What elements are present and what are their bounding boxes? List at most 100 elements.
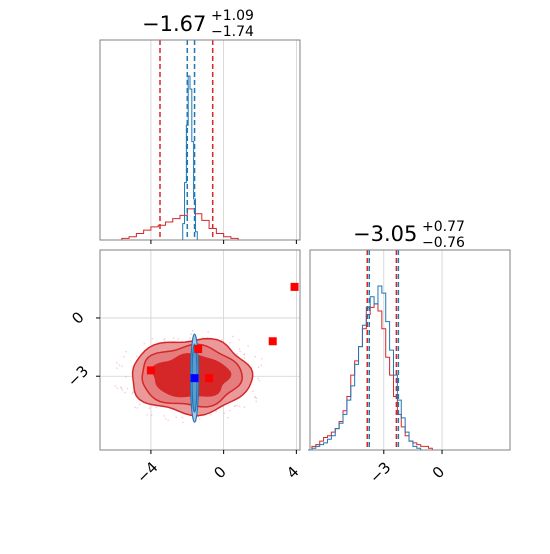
sample-point <box>223 412 226 415</box>
sample-point <box>163 415 165 417</box>
x-tick-label-param1: −4 <box>133 458 161 486</box>
title-param2: −3.05 <box>353 222 417 246</box>
x-tick-label-param1: 4 <box>283 463 302 482</box>
sample-point <box>136 407 139 409</box>
sample-point <box>199 418 201 420</box>
sample-point <box>121 365 123 368</box>
sample-point <box>247 345 249 347</box>
panel-frame <box>99 249 301 451</box>
sample-point <box>207 331 209 333</box>
sample-point <box>236 353 238 355</box>
panel-frame <box>309 249 511 451</box>
title-param1-median: −1.67 <box>142 12 206 36</box>
sample-point <box>257 366 260 369</box>
title-param1-minus: −1.74 <box>211 24 254 40</box>
sample-point <box>215 410 218 413</box>
sample-point <box>254 396 257 398</box>
hist-param1-series-0 <box>114 208 246 241</box>
panel-frame <box>99 39 301 241</box>
joint-2d-panel <box>96 249 301 454</box>
sample-point <box>243 357 246 360</box>
x-tick-labels-param1: −4 0 4 <box>133 458 302 486</box>
sample-point <box>228 409 231 412</box>
hist-param1-series-1 <box>180 75 200 241</box>
sample-point <box>257 377 260 380</box>
sample-point <box>131 392 134 395</box>
hist-param1-panel <box>99 39 301 244</box>
marker-red-1 <box>268 337 277 346</box>
sample-point <box>125 350 128 353</box>
title-param1: −1.67 <box>142 12 206 36</box>
sample-point <box>121 389 124 391</box>
y-tick-labels-param2: −3 0 <box>64 308 92 390</box>
sample-point <box>132 391 134 394</box>
y-tick-label-param2: 0 <box>68 308 87 327</box>
sample-point <box>118 364 121 366</box>
sample-point <box>209 414 212 416</box>
sample-point <box>148 407 151 409</box>
sample-point <box>162 339 165 341</box>
sample-point <box>136 355 138 358</box>
sample-point <box>126 387 129 390</box>
sample-point <box>114 385 117 387</box>
title-param2-plus: +0.77 <box>422 219 465 235</box>
sample-point <box>164 417 167 420</box>
sample-point <box>255 397 258 399</box>
y-tick-label-param2: −3 <box>64 362 92 390</box>
sample-point <box>155 406 158 409</box>
sample-point <box>258 379 261 382</box>
sample-point <box>116 362 118 364</box>
sample-point <box>123 356 125 358</box>
sample-point <box>150 414 153 417</box>
sample-point <box>229 341 231 344</box>
sample-point <box>138 403 141 406</box>
sample-point <box>234 404 236 407</box>
sample-point <box>238 339 240 341</box>
sample-point <box>254 355 257 358</box>
sample-point <box>243 353 246 356</box>
marker-red-3 <box>146 366 155 375</box>
sample-point <box>239 350 241 353</box>
sample-point <box>167 419 169 422</box>
x-tick-label-param2: 0 <box>429 463 448 482</box>
sample-point <box>116 367 118 369</box>
sample-point <box>252 390 254 393</box>
title-param2-median: −3.05 <box>353 222 417 246</box>
marker-red-0 <box>194 345 203 354</box>
x-tick-labels-param2: −3 0 <box>366 458 448 486</box>
marker-blue-0 <box>190 374 199 383</box>
sample-point <box>190 333 192 335</box>
sample-point <box>260 357 263 360</box>
sample-point <box>260 364 262 367</box>
sample-point <box>206 336 208 339</box>
sample-point <box>116 387 119 390</box>
hist-param2-series-1 <box>308 285 437 451</box>
title-param1-plus: +1.09 <box>211 8 254 24</box>
sample-point <box>189 337 191 340</box>
sample-point <box>124 391 126 394</box>
sample-point <box>120 386 122 388</box>
sample-point <box>220 339 223 341</box>
sample-point <box>191 329 194 332</box>
title-param2-minus: −0.76 <box>422 235 465 251</box>
marker-red-4 <box>205 374 214 383</box>
sample-point <box>238 405 241 407</box>
sample-point <box>182 421 184 424</box>
sample-point <box>125 376 127 378</box>
x-tick-label-param2: −3 <box>366 458 394 486</box>
sample-point <box>236 404 238 407</box>
sample-point <box>243 406 246 408</box>
sample-point <box>177 338 179 340</box>
sample-point <box>232 335 234 338</box>
sample-point <box>202 336 204 339</box>
hist-param2-series-0 <box>308 303 437 451</box>
sample-point <box>227 416 229 419</box>
sample-point <box>146 413 148 416</box>
sample-point <box>255 400 257 403</box>
marker-red-2 <box>290 282 299 291</box>
sample-point <box>143 342 146 345</box>
sample-point <box>164 337 166 340</box>
sample-point <box>134 406 137 409</box>
sample-point <box>175 416 178 419</box>
